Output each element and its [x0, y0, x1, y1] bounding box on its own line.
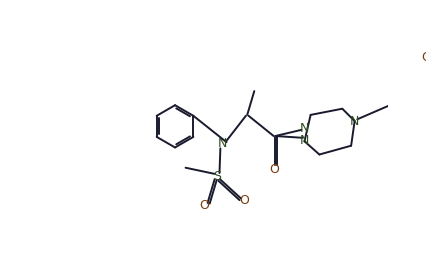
Text: O: O: [239, 194, 249, 207]
Text: O: O: [421, 51, 426, 64]
Text: N: N: [350, 114, 360, 127]
Text: S: S: [213, 170, 221, 183]
Text: N: N: [218, 138, 227, 151]
Text: O: O: [270, 163, 279, 176]
Text: N: N: [300, 134, 309, 147]
Text: O: O: [199, 199, 209, 212]
Text: N: N: [300, 122, 309, 135]
